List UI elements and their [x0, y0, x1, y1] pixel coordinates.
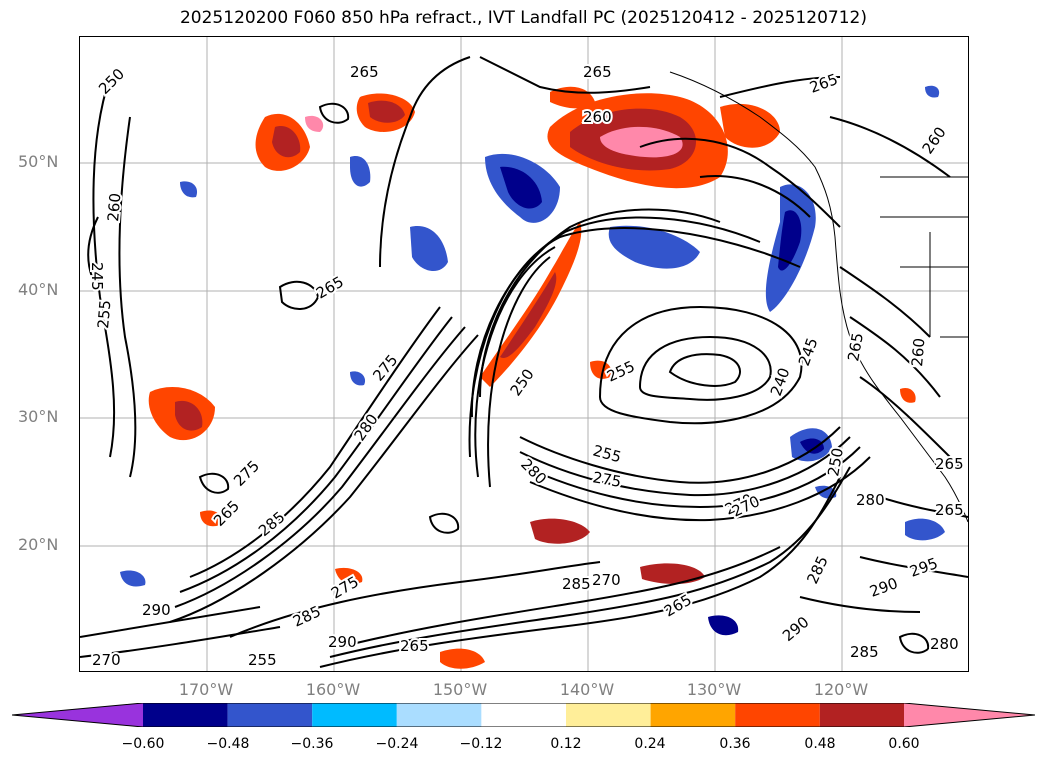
lon-label-120w: 120°W: [813, 680, 869, 699]
map-title: 2025120200 F060 850 hPa refract., IVT La…: [179, 8, 867, 28]
colorbar-tick: −0.24: [375, 736, 419, 752]
contour-label: 265: [844, 331, 867, 362]
colorbar-segment: [566, 703, 651, 727]
colorbar: [12, 703, 1035, 727]
contour-label: 285: [562, 575, 591, 593]
contour-label: 260: [104, 192, 124, 222]
lon-label-150w: 150°W: [432, 680, 488, 699]
shaded-anomalies: [120, 85, 945, 669]
colorbar-tick: −0.36: [290, 736, 334, 752]
contour-label: 260: [583, 108, 612, 126]
colorbar-segment: [396, 703, 482, 727]
lon-label-160w: 160°W: [305, 680, 361, 699]
lat-label-20n: 20°N: [18, 535, 59, 554]
colorbar-tick: 0.60: [888, 736, 920, 752]
colorbar-tick: 0.36: [719, 736, 751, 752]
contour-lines: [80, 56, 968, 668]
contour-label: 255: [248, 651, 277, 669]
contour-label: 270: [92, 651, 121, 669]
contour-label: 295: [907, 554, 940, 581]
contour-label: 250: [95, 65, 128, 98]
contour-label: 260: [919, 124, 950, 158]
coastline: [669, 71, 968, 523]
contour-label: 255: [604, 357, 638, 385]
contour-label: 275: [591, 468, 622, 491]
lat-label-40n: 40°N: [18, 280, 59, 299]
map-panel: 265 250 260 245 255 260 265 265 255 250 …: [79, 36, 969, 672]
contour-label: 250: [824, 446, 847, 477]
contour-label: 270: [592, 571, 621, 589]
contour-label: 280: [517, 455, 550, 488]
contour-label: 265: [935, 501, 964, 519]
colorbar-tick: 0.24: [634, 736, 666, 752]
colorbar-tick: −0.60: [121, 736, 165, 752]
contour-label: 265: [350, 63, 379, 81]
contour-label: 280: [930, 635, 959, 653]
contour-label: 290: [328, 633, 357, 651]
lon-label-170w: 170°W: [178, 680, 234, 699]
contour-label: 285: [850, 643, 879, 661]
contour-label: 245: [88, 262, 106, 291]
contour-label: 265: [661, 591, 695, 621]
contour-label: 255: [94, 299, 114, 329]
contour-label: 275: [369, 351, 401, 385]
lon-label-140w: 140°W: [559, 680, 615, 699]
contour-label: 265: [807, 70, 840, 97]
contour-label: 245: [795, 335, 822, 368]
contour-label: 275: [230, 457, 263, 490]
colorbar-segment: [735, 703, 820, 727]
lat-label-30n: 30°N: [18, 407, 59, 426]
contour-label: 260: [908, 337, 928, 367]
colorbar-extend-left: [12, 703, 143, 727]
contour-label: 265: [583, 63, 612, 81]
graticule: [80, 37, 968, 671]
contour-label: 290: [867, 574, 900, 601]
colorbar-tick: 0.12: [550, 736, 582, 752]
lat-label-50n: 50°N: [18, 152, 59, 171]
colorbar-tick: −0.12: [459, 736, 503, 752]
contour-label: 290: [779, 613, 813, 645]
contour-label: 265: [400, 637, 429, 655]
contour-label: 265: [935, 455, 964, 473]
contour-label: 280: [856, 491, 885, 509]
contour-labels: 265 250 260 245 255 260 265 265 255 250 …: [86, 61, 966, 671]
lon-label-130w: 130°W: [686, 680, 742, 699]
colorbar-segment: [819, 703, 905, 727]
colorbar-segment: [650, 703, 736, 727]
map-svg: 265 250 260 245 255 260 265 265 255 250 …: [80, 37, 968, 671]
colorbar-segment: [227, 703, 313, 727]
colorbar-tick: −0.48: [206, 736, 250, 752]
colorbar-segment: [143, 703, 228, 727]
contour-label: 255: [591, 441, 623, 466]
contour-label: 290: [142, 601, 171, 619]
colorbar-segment: [481, 703, 566, 727]
colorbar-segment: [312, 703, 397, 727]
contour-label: 285: [803, 553, 831, 587]
colorbar-extend-right: [904, 703, 1035, 727]
contour-label: 250: [507, 366, 538, 400]
colorbar-tick: 0.48: [804, 736, 836, 752]
